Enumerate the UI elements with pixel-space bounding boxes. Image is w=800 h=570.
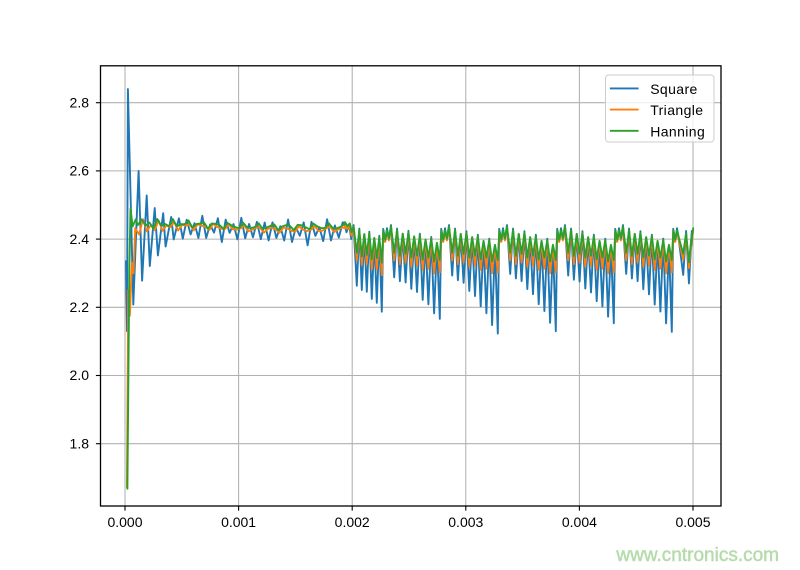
svg-text:Triangle: Triangle — [650, 102, 703, 118]
svg-text:Square: Square — [650, 81, 698, 97]
svg-text:0.003: 0.003 — [448, 514, 483, 530]
svg-text:2.8: 2.8 — [70, 94, 90, 110]
svg-text:0.004: 0.004 — [562, 514, 597, 530]
svg-text:2.0: 2.0 — [70, 367, 90, 383]
svg-text:0.005: 0.005 — [675, 514, 710, 530]
svg-text:www.cntronics.com: www.cntronics.com — [615, 545, 779, 566]
svg-text:0.002: 0.002 — [335, 514, 370, 530]
svg-text:2.6: 2.6 — [70, 163, 90, 179]
svg-text:2.4: 2.4 — [70, 231, 90, 247]
svg-text:0.000: 0.000 — [107, 514, 142, 530]
svg-text:2.2: 2.2 — [70, 299, 90, 315]
svg-text:Hanning: Hanning — [650, 123, 705, 139]
svg-text:1.8: 1.8 — [70, 435, 90, 451]
svg-text:0.001: 0.001 — [221, 514, 256, 530]
